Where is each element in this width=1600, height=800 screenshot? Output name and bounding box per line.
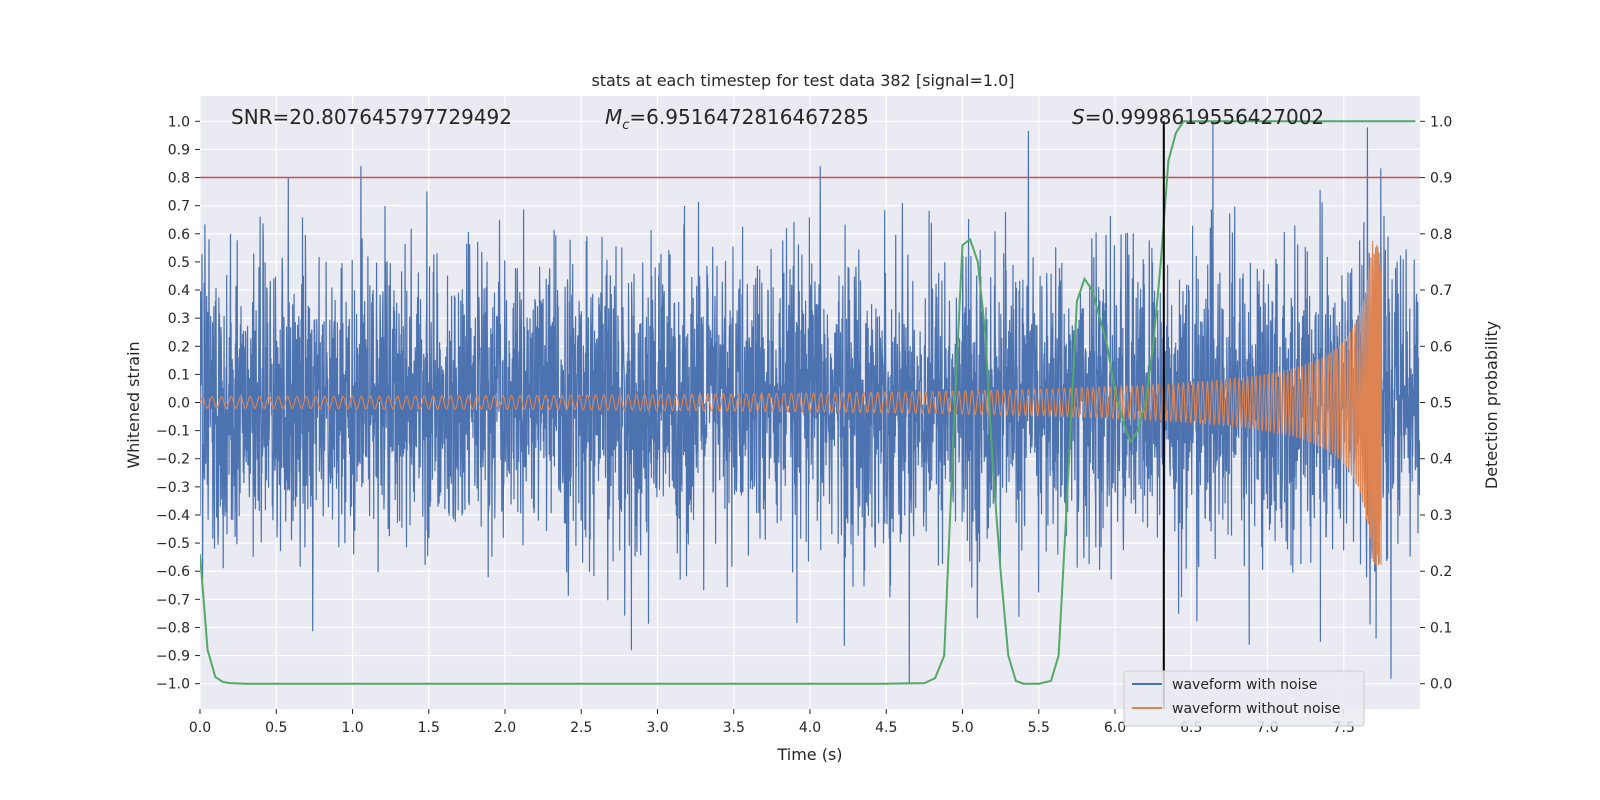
x-tick-label: 3.5 — [723, 720, 745, 736]
left-tick-label: 0.8 — [168, 171, 190, 187]
right-y-axis-label: Detection probability — [1482, 321, 1501, 489]
left-tick-label: −0.7 — [156, 592, 190, 608]
x-tick-label: 0.5 — [265, 720, 287, 736]
x-tick-label: 4.0 — [799, 720, 821, 736]
x-tick-label: 6.0 — [1104, 720, 1126, 736]
legend-label-noise: waveform with noise — [1172, 677, 1317, 693]
chirp-mass-annotation: Mc=6.9516472816467285 — [605, 105, 869, 133]
x-tick-label: 1.0 — [341, 720, 363, 736]
score-symbol: S — [1072, 105, 1085, 129]
series-detection-probability — [200, 120, 1416, 685]
x-tick-label: 1.5 — [418, 720, 440, 736]
x-tick-label: 5.5 — [1028, 720, 1050, 736]
left-tick-label: −0.6 — [156, 564, 190, 580]
right-tick-label: 0.1 — [1430, 620, 1452, 636]
x-tick-label: 2.5 — [570, 720, 592, 736]
x-tick-label: 3.0 — [646, 720, 668, 736]
left-tick-label: 0.9 — [168, 142, 190, 158]
x-tick-label: 5.0 — [951, 720, 973, 736]
snr-annotation: SNR=20.807645797729492 — [231, 105, 512, 129]
chirp-mass-symbol: M — [605, 105, 622, 129]
left-tick-label: 0.1 — [168, 367, 190, 383]
right-tick-label: 0.7 — [1430, 283, 1452, 299]
x-tick-label: 4.5 — [875, 720, 897, 736]
right-tick-label: 0.0 — [1430, 677, 1452, 693]
left-tick-label: 0.3 — [168, 311, 190, 327]
right-tick-label: 0.3 — [1430, 508, 1452, 524]
right-tick-label: 1.0 — [1430, 114, 1452, 130]
legend: waveform with noise waveform without noi… — [1123, 670, 1365, 727]
left-tick-label: 0.7 — [168, 199, 190, 215]
left-tick-label: 0.6 — [168, 227, 190, 243]
left-tick-label: −0.1 — [156, 424, 190, 440]
right-tick-label: 0.6 — [1430, 339, 1452, 355]
left-tick-label: −0.8 — [156, 620, 190, 636]
x-tick-label: 2.0 — [494, 720, 516, 736]
series-waveform-with-noise — [200, 120, 1420, 685]
x-tick-label: 0.0 — [189, 720, 211, 736]
left-tick-label: −0.9 — [156, 649, 190, 665]
x-axis-label: Time (s) — [776, 745, 842, 764]
right-y-ticks: 0.0 0.1 0.2 0.3 0.4 0.5 0.6 0.7 0.8 0.9 1.0 — [1420, 114, 1452, 693]
chirp-mass-value: =6.9516472816467285 — [629, 105, 868, 129]
left-tick-label: 0.0 — [168, 396, 190, 412]
left-y-ticks: −1.0 −0.9 −0.8 −0.7 −0.6 −0.5 −0.4 −0.3 −0.2 −0.1… — [156, 114, 200, 693]
left-tick-label: −1.0 — [156, 677, 190, 693]
legend-box — [1123, 670, 1365, 727]
left-tick-label: 1.0 — [168, 114, 190, 130]
chirp-mass-subscript: c — [622, 118, 629, 133]
right-tick-label: 0.5 — [1430, 396, 1452, 412]
plot-area — [200, 120, 1420, 709]
series-waveform-without-noise — [200, 240, 1383, 566]
chart-title: stats at each timestep for test data 382… — [591, 71, 1014, 90]
right-tick-label: 0.4 — [1430, 452, 1452, 468]
left-tick-label: 0.4 — [168, 283, 190, 299]
left-tick-label: 0.5 — [168, 255, 190, 271]
left-y-axis-label: Whitened strain — [124, 341, 143, 468]
legend-label-clean: waveform without noise — [1172, 701, 1340, 717]
score-value: =0.9998619556427002 — [1085, 105, 1324, 129]
left-tick-label: −0.2 — [156, 452, 190, 468]
left-tick-label: 0.2 — [168, 339, 190, 355]
right-tick-label: 0.9 — [1430, 171, 1452, 187]
left-tick-label: −0.3 — [156, 480, 190, 496]
left-tick-label: −0.5 — [156, 536, 190, 552]
score-annotation: S=0.9998619556427002 — [1072, 105, 1324, 129]
left-tick-label: −0.4 — [156, 508, 190, 524]
right-tick-label: 0.2 — [1430, 564, 1452, 580]
right-tick-label: 0.8 — [1430, 227, 1452, 243]
